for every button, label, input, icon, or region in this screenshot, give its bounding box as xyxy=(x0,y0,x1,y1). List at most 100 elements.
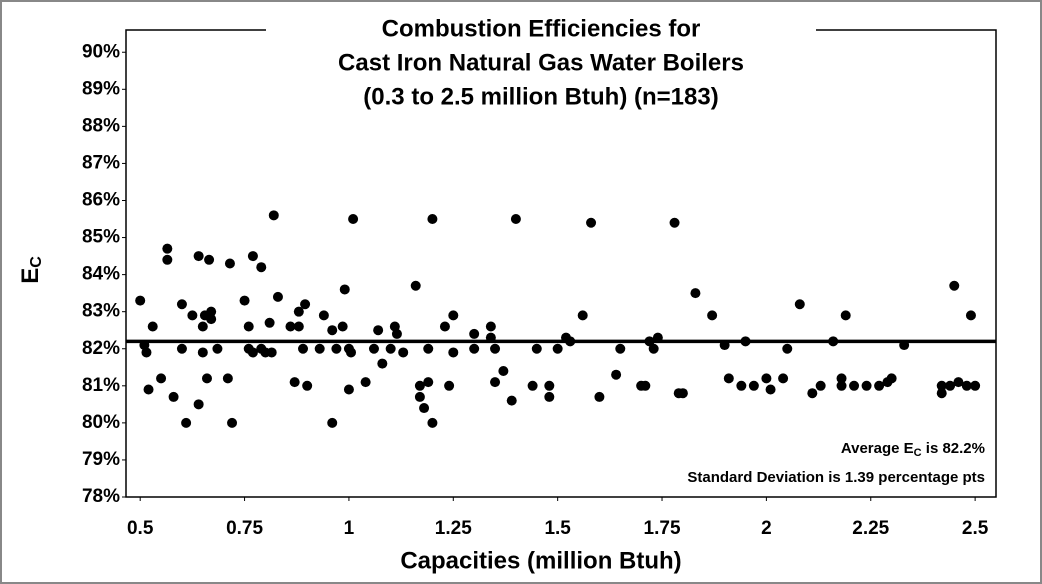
point xyxy=(565,336,576,347)
point xyxy=(970,380,981,391)
y-axis-title-main: E xyxy=(17,268,44,284)
point xyxy=(485,332,496,343)
y-tick-label: 79% xyxy=(82,449,120,470)
point xyxy=(490,377,501,388)
point xyxy=(193,251,204,262)
point xyxy=(723,373,734,384)
point xyxy=(300,299,311,310)
point xyxy=(176,343,187,354)
point xyxy=(377,358,388,369)
x-tick-label: 2.25 xyxy=(852,518,889,539)
x-tick-label: 1.25 xyxy=(435,518,472,539)
point xyxy=(782,343,793,354)
point xyxy=(498,365,509,376)
point xyxy=(206,306,217,317)
point xyxy=(289,377,300,388)
point xyxy=(368,343,379,354)
x-tick-label: 0.5 xyxy=(127,518,154,539)
point xyxy=(398,347,409,358)
point xyxy=(485,321,496,332)
x-axis-title: Capacities (million Btuh) xyxy=(400,547,681,574)
point xyxy=(268,210,279,221)
point xyxy=(961,380,972,391)
point xyxy=(385,343,396,354)
point xyxy=(690,288,701,299)
y-tick-label: 85% xyxy=(82,227,120,248)
point xyxy=(348,214,359,225)
point xyxy=(293,321,304,332)
point xyxy=(247,347,258,358)
point xyxy=(469,328,480,339)
point xyxy=(197,347,208,358)
point xyxy=(778,373,789,384)
point xyxy=(162,254,173,265)
point xyxy=(611,369,622,380)
point xyxy=(423,343,434,354)
point xyxy=(285,321,296,332)
point xyxy=(339,284,350,295)
chart-title: Combustion Efficiencies for xyxy=(382,15,701,42)
point xyxy=(314,343,325,354)
y-tick-label: 84% xyxy=(82,264,120,285)
point xyxy=(836,380,847,391)
point xyxy=(135,295,146,306)
point xyxy=(469,343,480,354)
point xyxy=(586,217,597,228)
point xyxy=(669,217,680,228)
point xyxy=(410,280,421,291)
point xyxy=(736,380,747,391)
point xyxy=(552,343,563,354)
point xyxy=(227,417,238,428)
annotation-part: is 82.2% xyxy=(922,440,985,457)
x-tick-label: 2.5 xyxy=(962,518,989,539)
annotation-part: Average E xyxy=(841,440,914,457)
point xyxy=(544,380,555,391)
point xyxy=(343,384,354,395)
y-tick-label: 81% xyxy=(82,375,120,396)
point xyxy=(899,340,910,351)
x-tick-label: 1.5 xyxy=(544,518,571,539)
point xyxy=(156,373,167,384)
point xyxy=(264,317,275,328)
point xyxy=(331,343,342,354)
chart-title: (0.3 to 2.5 million Btuh) (n=183) xyxy=(363,83,718,110)
point xyxy=(243,321,254,332)
y-tick-label: 86% xyxy=(82,190,120,211)
chart-title: Cast Iron Natural Gas Water Boilers xyxy=(338,49,744,76)
x-tick-label: 0.75 xyxy=(226,518,263,539)
point xyxy=(874,380,885,391)
point xyxy=(640,380,651,391)
point xyxy=(849,380,860,391)
point xyxy=(181,417,192,428)
point xyxy=(427,214,438,225)
point xyxy=(346,347,357,358)
point xyxy=(949,280,960,291)
point xyxy=(527,380,538,391)
point xyxy=(373,325,384,336)
point xyxy=(748,380,759,391)
point xyxy=(168,391,179,402)
point xyxy=(936,380,947,391)
point xyxy=(423,377,434,388)
x-tick-label: 2 xyxy=(761,518,772,539)
y-tick-label: 87% xyxy=(82,152,120,173)
point xyxy=(490,343,501,354)
point xyxy=(239,295,250,306)
annotation: Standard Deviation is 1.39 percentage pt… xyxy=(687,469,985,486)
point xyxy=(318,310,329,321)
y-tick-label: 82% xyxy=(82,338,120,359)
point xyxy=(677,388,688,399)
point xyxy=(143,384,154,395)
point xyxy=(807,388,818,399)
point xyxy=(327,325,338,336)
point xyxy=(272,291,283,302)
title-background xyxy=(266,18,816,42)
point xyxy=(828,336,839,347)
point xyxy=(201,373,212,384)
point xyxy=(176,299,187,310)
point xyxy=(391,328,402,339)
y-tick-label: 88% xyxy=(82,115,120,136)
annotation: Average EC is 82.2% xyxy=(841,440,985,459)
point xyxy=(327,417,338,428)
